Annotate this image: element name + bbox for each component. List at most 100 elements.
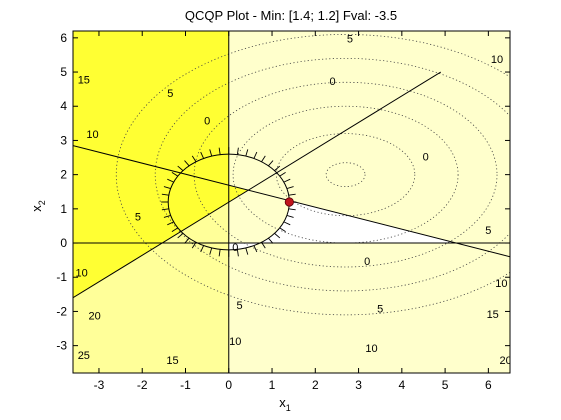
- contour-label: 5: [167, 88, 173, 100]
- contour-label: 0: [364, 256, 370, 268]
- circle-hatch-tick: [171, 227, 179, 233]
- circle-hatch-tick: [171, 171, 179, 177]
- ticks-layer: -3 -2 -1 0 1 2 3 4 5 6 -3 -2 -1 0 1 2 3 4 5 6: [56, 31, 510, 392]
- feasible-region: [228, 200, 457, 250]
- circle-hatch-tick: [253, 245, 258, 253]
- contour-label: 15: [487, 309, 499, 321]
- contour-label: 5: [347, 33, 353, 45]
- contour-label: 10: [229, 336, 241, 348]
- contour-label: 10: [86, 129, 98, 141]
- circle-hatch-tick: [184, 237, 190, 244]
- circle-hatch-tick: [286, 215, 294, 218]
- y-axis-label-sub: 2: [37, 200, 47, 205]
- contour-label: 0: [232, 242, 238, 254]
- marker-layer: [284, 197, 294, 207]
- circle-hatch-tick: [209, 247, 213, 255]
- minimizer-marker: [284, 197, 294, 207]
- contour-label: 5: [377, 304, 383, 316]
- circle-hatch-tick: [177, 233, 184, 239]
- contour-label-layer: 5 10 15 5 0 0 0 10 5 0 0 5 10 10 5 5 20 15 10 10 25 15 20: [76, 33, 512, 367]
- circle-hatch-tick: [268, 160, 274, 167]
- contour-label: 10: [76, 268, 88, 280]
- circle-hatch-tick: [200, 151, 205, 159]
- circle-hatch-tick: [236, 147, 239, 155]
- plot-frame: [72, 30, 511, 374]
- x-tick-label: -3: [94, 378, 105, 392]
- circle-hatch-tick: [261, 155, 266, 162]
- contour-label: 5: [485, 225, 491, 237]
- x-tick-label: 0: [225, 378, 232, 392]
- constraint-line: [73, 71, 442, 299]
- circle-hatch-tick: [288, 208, 296, 211]
- circle-hatch-tick: [184, 160, 190, 167]
- x-tick-label: 6: [485, 378, 492, 392]
- y-tick-label: -1: [56, 270, 67, 284]
- objective-contour: [275, 133, 416, 217]
- circle-hatch-tick: [209, 149, 213, 157]
- region-layer: [73, 31, 510, 373]
- chart-title: QCQP Plot - Min: [1.4; 1.2] Fval: -3.5: [185, 8, 397, 23]
- contour-label: 10: [495, 278, 507, 290]
- x-tick-label: 1: [269, 378, 276, 392]
- y-axis-label-main: x: [29, 205, 44, 212]
- y-tick-label: -2: [56, 304, 67, 318]
- y-tick-label: 4: [60, 99, 67, 113]
- circle-hatch-tick: [268, 237, 274, 244]
- contour-label: 5: [237, 300, 243, 312]
- x-axis-label: x1: [279, 395, 291, 413]
- plot-area: 5 10 15 5 0 0 0 10 5 0 0 5 10 10 5 5 20 15 10 10 25 15 20: [73, 31, 512, 373]
- circle-hatch-tick: [288, 193, 296, 196]
- y-tick-label: 3: [60, 133, 67, 147]
- y-tick-label: 1: [60, 202, 67, 216]
- contour-label: 0: [423, 151, 429, 163]
- contour-label: 25: [78, 350, 90, 362]
- circle-hatch-tick: [236, 249, 239, 257]
- circle-hatch-tick: [283, 221, 291, 226]
- circle-hatch-tick: [286, 186, 294, 189]
- circle-hatch-tick: [200, 245, 205, 253]
- y-tick-label: 6: [60, 31, 67, 45]
- circle-hatch-tick: [161, 193, 169, 196]
- x-axis-label-main: x: [279, 395, 286, 410]
- objective-contour: [325, 162, 366, 188]
- contour-label: 15: [166, 355, 178, 367]
- contour-label: 5: [135, 211, 141, 223]
- x-tick-label: -1: [180, 378, 191, 392]
- circle-hatch-tick: [161, 208, 169, 211]
- x-tick-label: 4: [398, 378, 405, 392]
- objective-contour: [115, 34, 510, 316]
- circle-hatch-tick: [245, 149, 249, 157]
- circle-hatch-tick: [261, 242, 266, 249]
- circle-hatch-tick: [163, 215, 171, 218]
- circle-hatch-tick: [245, 247, 249, 255]
- y-tick-label: -3: [56, 339, 67, 353]
- y-axis-label: x2: [29, 200, 47, 212]
- x-tick-label: 2: [312, 378, 319, 392]
- contour-label: 20: [89, 310, 101, 322]
- x-tick-label: 5: [442, 378, 449, 392]
- contour-label: 20: [500, 355, 512, 367]
- contour-label: 0: [204, 116, 210, 128]
- y-tick-label: 2: [60, 168, 67, 182]
- circle-hatch-tick: [163, 186, 171, 189]
- circle-hatch-tick: [167, 221, 174, 226]
- circle-hatch-tick: [177, 165, 184, 171]
- circle-hatch-tick: [167, 178, 174, 183]
- circle-hatch-tick: [191, 155, 197, 162]
- circle-hatch-tick: [218, 147, 221, 155]
- circle-hatch-tick: [218, 249, 221, 257]
- contour-label: 15: [78, 74, 90, 86]
- circle-hatch-tick: [283, 178, 291, 183]
- circle-hatch-tick: [253, 151, 258, 159]
- y-tick-label: 0: [60, 236, 67, 250]
- x-axis-label-sub: 1: [286, 403, 291, 413]
- circle-hatch-tick: [279, 227, 286, 233]
- circle-hatch-tick: [274, 165, 281, 171]
- x-tick-label: 3: [355, 378, 362, 392]
- x-tick-label: -2: [137, 378, 148, 392]
- circle-hatch-tick: [279, 171, 286, 177]
- circle-hatch-tick: [191, 242, 197, 249]
- objective-contour: [193, 81, 498, 268]
